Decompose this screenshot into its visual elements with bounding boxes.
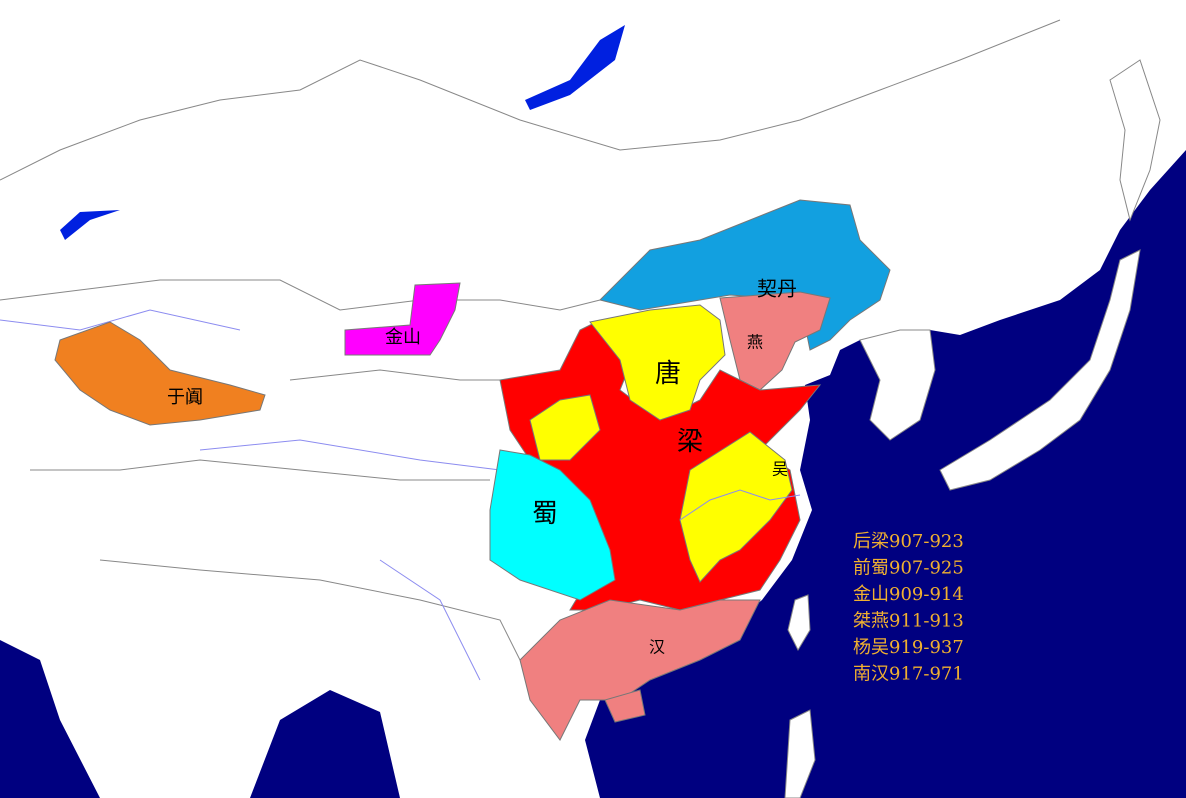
legend-entry: 南汉917-971 (853, 664, 964, 685)
yangtze (679, 489, 801, 521)
legend-entry: 杨吴919-937 (853, 637, 964, 658)
legend-entry: 金山909-914 (853, 584, 964, 605)
jinshan (344, 282, 461, 356)
river (0, 309, 501, 681)
region-label: 梁 (677, 427, 703, 457)
khotan (54, 321, 266, 426)
lake (525, 25, 625, 110)
han (519, 599, 761, 741)
legend-entry: 桀燕911-913 (853, 611, 964, 632)
wu (679, 431, 793, 583)
lake (60, 210, 120, 240)
hainan (604, 689, 646, 723)
region-label: 契丹 (757, 277, 797, 301)
region-label: 金山 (385, 327, 421, 348)
region-label: 汉 (649, 638, 665, 657)
legend-entry: 后梁907-923 (853, 531, 964, 552)
tang (589, 304, 726, 421)
region-label: 燕 (747, 333, 763, 352)
legend: 后梁907-923 前蜀907-925 金山909-914 桀燕911-913 杨吴91… (853, 531, 964, 685)
border (0, 279, 601, 311)
region-label: 蜀 (532, 499, 558, 529)
border (0, 19, 1061, 181)
yan (719, 291, 831, 391)
korea (859, 329, 936, 441)
sea (0, 640, 100, 798)
japan (1109, 59, 1161, 222)
taiwan (787, 594, 811, 652)
shu (489, 449, 616, 601)
legend-entry: 前蜀907-925 (853, 558, 964, 579)
philippines (784, 709, 816, 798)
border (30, 369, 521, 661)
region-label: 吴 (772, 460, 788, 479)
japan (939, 249, 1141, 491)
region-label: 于阗 (167, 387, 203, 408)
sea (250, 690, 400, 798)
region-label: 唐 (655, 359, 681, 389)
